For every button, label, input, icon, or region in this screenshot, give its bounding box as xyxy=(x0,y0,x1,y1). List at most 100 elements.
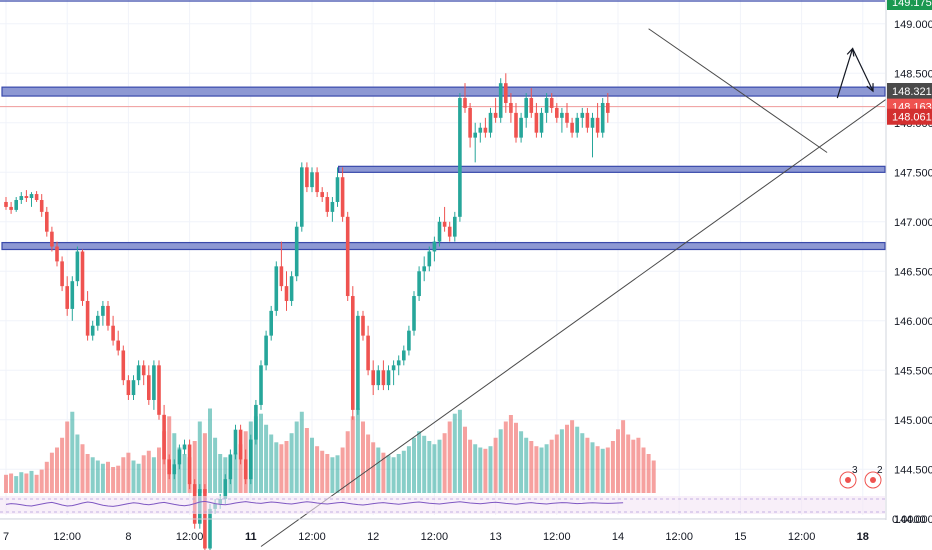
volume-bar xyxy=(80,444,85,493)
volume-bar xyxy=(208,408,212,493)
volume-bar xyxy=(151,457,156,493)
candle-body xyxy=(590,117,595,128)
price-tag-label: 148.061 xyxy=(892,112,932,124)
candle-body xyxy=(131,380,136,396)
volume-bar xyxy=(478,447,483,493)
time-tick-label: 12:00 xyxy=(788,531,816,543)
volume-bar xyxy=(575,426,580,493)
volume-bar xyxy=(325,454,330,493)
price-tick-label: 145.500 xyxy=(894,365,932,377)
candle-body xyxy=(473,132,477,138)
time-tick-label: 12:00 xyxy=(53,531,81,543)
volume-bar xyxy=(9,473,14,493)
volume-bar xyxy=(264,424,269,493)
sr-zone xyxy=(1,86,886,97)
candle-body xyxy=(233,429,238,455)
volume-bar xyxy=(310,437,314,493)
candle-body xyxy=(152,365,156,400)
volume-bar xyxy=(299,411,304,493)
volume-bar xyxy=(559,429,564,493)
volume-bar xyxy=(595,446,600,493)
volume-bar xyxy=(641,447,646,493)
candle-body xyxy=(585,112,590,128)
time-tick-label: 12:00 xyxy=(421,531,449,543)
candle-body xyxy=(136,365,141,381)
candle-body xyxy=(75,251,80,282)
arrow-head xyxy=(866,83,874,93)
price-tick-label: 145.000 xyxy=(894,415,932,427)
trend-lines xyxy=(260,28,894,547)
candle-body xyxy=(529,98,534,113)
price-tag xyxy=(887,108,932,125)
candle-body xyxy=(422,266,426,272)
volume-bar xyxy=(75,434,80,493)
trend-line xyxy=(648,28,828,153)
price-tick-label: 146.000 xyxy=(894,316,932,328)
volume-bar xyxy=(284,441,289,493)
volume-bar xyxy=(95,460,100,493)
candle-body xyxy=(575,117,579,133)
candle-body xyxy=(595,117,600,133)
volume-bar xyxy=(111,467,116,493)
volume-bar xyxy=(294,421,299,493)
time-axis[interactable]: 7 12:00 8 12:00 11 12:00 12 12:00 13 12:00 14 12:00… xyxy=(0,518,886,543)
candle-body xyxy=(437,221,442,242)
candle-body xyxy=(468,107,472,138)
candle-body xyxy=(223,479,228,499)
volume-bar xyxy=(529,441,534,493)
volume-bar xyxy=(320,450,325,493)
candle-body xyxy=(570,122,574,133)
candle-body xyxy=(24,196,29,199)
time-tick-label: 15 xyxy=(734,531,746,543)
candle-body xyxy=(488,112,493,133)
volume-bar xyxy=(131,460,136,493)
volume-bar xyxy=(238,444,243,493)
rsi-tick-label: 0.0000 xyxy=(892,514,926,526)
candle-body xyxy=(412,296,416,331)
time-tick-label: 12:00 xyxy=(298,531,326,543)
price-tick-label: 144.000 xyxy=(894,514,932,526)
candle-body xyxy=(39,200,44,212)
volume-bar xyxy=(121,457,126,493)
price-tick-label: 146.500 xyxy=(894,266,932,278)
time-tick-label: 18 xyxy=(857,531,869,543)
event-badge-dot xyxy=(870,477,876,483)
volume-bar xyxy=(565,424,569,493)
volume-bar xyxy=(442,433,447,493)
volume-bar xyxy=(371,442,376,493)
candle-body xyxy=(187,444,192,485)
candle-body xyxy=(34,194,39,200)
volume-bar xyxy=(315,446,320,493)
candle-body xyxy=(361,315,365,336)
price-axis[interactable]: 149.000148.500148.000147.500147.000146.5… xyxy=(885,0,932,550)
volume-bar xyxy=(366,434,371,493)
volume-bar xyxy=(146,450,151,493)
candle-body xyxy=(509,102,513,113)
candle-body xyxy=(396,360,401,366)
sr-zone xyxy=(338,165,886,173)
sr-zone xyxy=(1,241,886,251)
volume-bar xyxy=(269,434,274,493)
time-tick-label: 12 xyxy=(367,531,379,543)
volume-bar xyxy=(233,452,238,493)
candle-body xyxy=(335,177,340,202)
volume-bar xyxy=(39,469,44,493)
candle-body xyxy=(208,508,212,549)
arrow-line xyxy=(836,48,854,99)
volume-bar xyxy=(218,454,223,493)
volume-bar xyxy=(646,454,651,493)
volume-bar xyxy=(422,435,427,493)
volume-bar xyxy=(106,461,110,493)
volume-bar xyxy=(381,452,386,493)
candle-body xyxy=(417,271,421,297)
candle-body xyxy=(264,335,268,366)
candle-body xyxy=(407,330,411,351)
candle-body xyxy=(116,340,120,351)
volume-bar xyxy=(498,429,503,493)
candle-body xyxy=(356,315,360,410)
trend-line xyxy=(260,93,894,547)
volume-bar xyxy=(452,413,457,493)
time-tick-label: 14 xyxy=(612,531,624,543)
